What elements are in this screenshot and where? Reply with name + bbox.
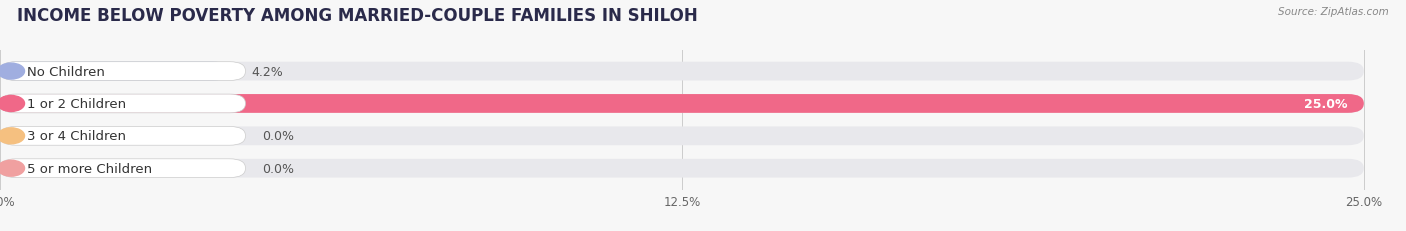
FancyBboxPatch shape — [0, 159, 246, 178]
FancyBboxPatch shape — [0, 62, 1364, 81]
FancyBboxPatch shape — [0, 62, 246, 81]
Circle shape — [0, 128, 24, 144]
Circle shape — [0, 161, 24, 176]
Text: 4.2%: 4.2% — [250, 65, 283, 78]
FancyBboxPatch shape — [0, 95, 246, 113]
Text: 3 or 4 Children: 3 or 4 Children — [27, 130, 127, 143]
Text: 0.0%: 0.0% — [262, 162, 294, 175]
Text: 1 or 2 Children: 1 or 2 Children — [27, 97, 127, 110]
Text: No Children: No Children — [27, 65, 105, 78]
Circle shape — [0, 96, 24, 112]
FancyBboxPatch shape — [0, 95, 1364, 113]
Text: 25.0%: 25.0% — [1303, 97, 1347, 110]
FancyBboxPatch shape — [0, 159, 1364, 178]
Text: INCOME BELOW POVERTY AMONG MARRIED-COUPLE FAMILIES IN SHILOH: INCOME BELOW POVERTY AMONG MARRIED-COUPL… — [17, 7, 697, 25]
Text: 0.0%: 0.0% — [262, 130, 294, 143]
FancyBboxPatch shape — [0, 127, 1364, 146]
Text: 5 or more Children: 5 or more Children — [27, 162, 152, 175]
Text: Source: ZipAtlas.com: Source: ZipAtlas.com — [1278, 7, 1389, 17]
Circle shape — [0, 64, 24, 80]
FancyBboxPatch shape — [0, 95, 1364, 113]
FancyBboxPatch shape — [0, 62, 229, 81]
FancyBboxPatch shape — [0, 127, 246, 146]
